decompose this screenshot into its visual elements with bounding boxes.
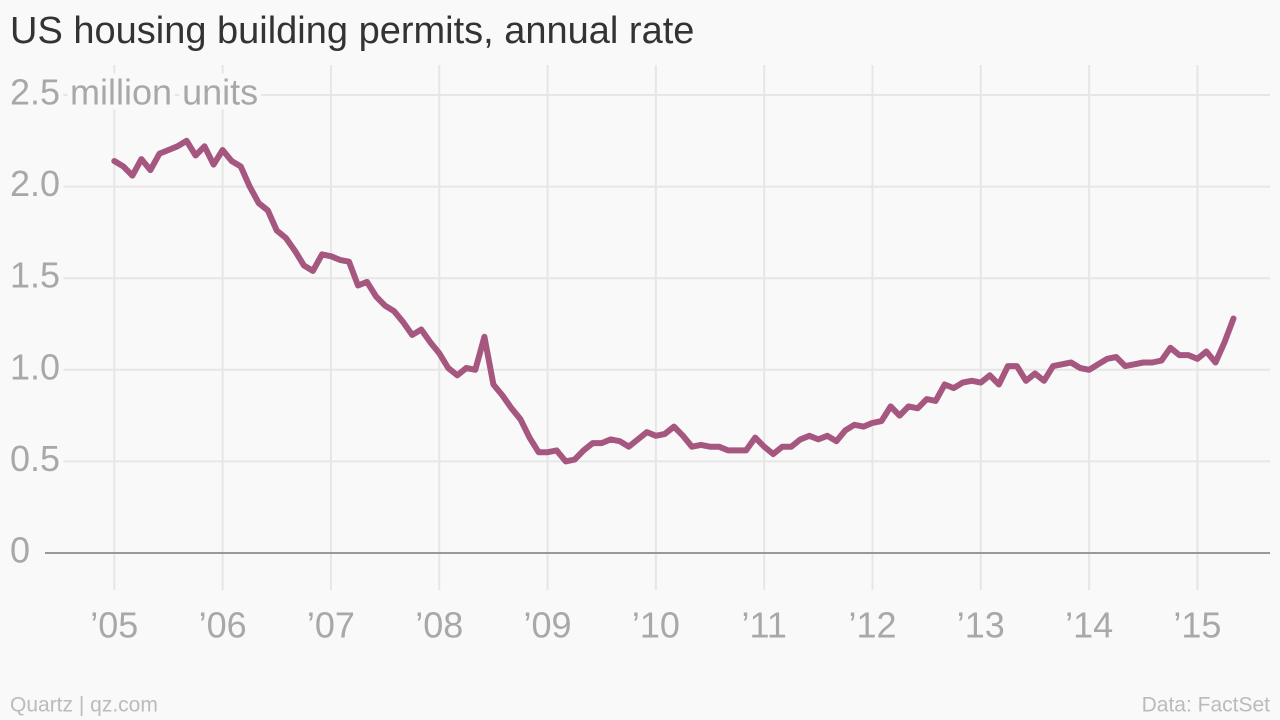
- x-tick-label: ’06: [199, 605, 247, 646]
- x-tick-label: ’08: [415, 605, 463, 646]
- x-tick-label: ’15: [1173, 605, 1221, 646]
- y-tick-label: 1.0: [10, 346, 60, 387]
- x-tick-label: ’10: [632, 605, 680, 646]
- y-tick-label: 0.5: [10, 438, 60, 479]
- y-tick-label: 2.5 million units: [10, 72, 258, 113]
- x-tick-label: ’11: [741, 605, 786, 646]
- y-tick-label: 1.5: [10, 255, 60, 296]
- x-tick-label: ’05: [90, 605, 138, 646]
- data-line: [111, 137, 1237, 465]
- x-tick-label: ’09: [524, 605, 572, 646]
- x-tick-label: ’13: [957, 605, 1005, 646]
- y-tick-label: 0: [10, 530, 30, 571]
- credit: Quartz | qz.com: [10, 694, 158, 717]
- y-tick-label: 2.0: [10, 163, 60, 204]
- x-tick-label: ’07: [307, 605, 355, 646]
- source: Data: FactSet: [1142, 694, 1271, 717]
- chart-title: US housing building permits, annual rate: [10, 10, 694, 52]
- x-tick-label: ’14: [1065, 605, 1113, 646]
- x-tick-label: ’12: [848, 605, 896, 646]
